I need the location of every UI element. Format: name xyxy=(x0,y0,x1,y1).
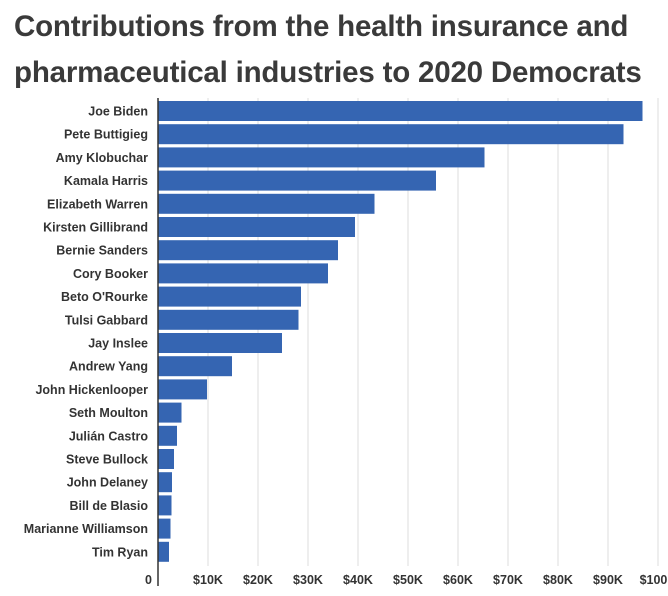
category-label: Amy Klobuchar xyxy=(56,151,149,165)
bar-john-delaney xyxy=(158,472,172,493)
category-label: Jay Inslee xyxy=(88,337,148,351)
category-label: Tim Ryan xyxy=(92,545,148,559)
category-label: Marianne Williamson xyxy=(24,522,148,536)
category-label: Tulsi Gabbard xyxy=(65,313,148,327)
category-label: Joe Biden xyxy=(88,105,148,119)
bar-bernie-sanders xyxy=(158,240,338,261)
category-label: Bill de Blasio xyxy=(70,499,149,513)
bar-tim-ryan xyxy=(158,541,169,562)
category-label: Steve Bullock xyxy=(66,453,148,467)
bar-seth-moulton xyxy=(158,402,182,423)
category-label: Cory Booker xyxy=(73,267,148,281)
x-tick-label: $100K xyxy=(640,573,668,587)
category-label: Andrew Yang xyxy=(69,360,148,374)
x-tick-label: $40K xyxy=(343,573,373,587)
x-tick-label: $60K xyxy=(443,573,473,587)
x-tick-label: $70K xyxy=(493,573,523,587)
category-label: Julián Castro xyxy=(69,429,149,443)
category-label: John Delaney xyxy=(67,476,148,490)
bar-julian-castro xyxy=(158,425,177,446)
bar-kamala-harris xyxy=(158,170,436,191)
category-label: Elizabeth Warren xyxy=(47,197,148,211)
chart-title: Contributions from the health insurance … xyxy=(14,10,642,89)
bar-beto-o-rourke xyxy=(158,286,301,307)
grid-lines xyxy=(207,98,659,566)
bar-steve-bullock xyxy=(158,449,174,469)
bar-elizabeth-warren xyxy=(158,193,375,214)
x-tick-label: $50K xyxy=(393,573,423,587)
category-label: Beto O'Rourke xyxy=(61,290,148,304)
bar-jay-inslee xyxy=(158,333,282,353)
category-labels: Joe Biden Pete Buttigieg Amy Klobuchar Kama… xyxy=(24,105,149,560)
bar-tulsi-gabbard xyxy=(158,309,299,330)
x-tick-label: $80K xyxy=(543,573,573,587)
category-label: John Hickenlooper xyxy=(35,383,148,397)
bars xyxy=(158,101,643,562)
bar-andrew-yang xyxy=(158,356,232,377)
category-label: Kirsten Gillibrand xyxy=(43,221,148,235)
bar-marianne-williamson xyxy=(158,518,171,539)
x-tick-label: $10K xyxy=(193,573,223,587)
category-label: Bernie Sanders xyxy=(56,244,148,258)
bar-john-hickenlooper xyxy=(158,379,207,400)
x-tick-label: 0 xyxy=(145,573,152,587)
bar-kirsten-gillibrand xyxy=(158,217,355,237)
x-tick-label: $20K xyxy=(243,573,273,587)
bar-joe-biden xyxy=(158,101,643,121)
bar-amy-klobuchar xyxy=(158,147,485,168)
category-label: Pete Buttigieg xyxy=(64,128,148,142)
category-label: Kamala Harris xyxy=(64,174,148,188)
bar-bill-de-blasio xyxy=(158,495,172,516)
x-tick-labels: 0 $10K $20K $30K $40K $50K $60K $70K $80K $90K $10… xyxy=(145,573,668,587)
bar-pete-buttigieg xyxy=(158,124,624,145)
category-label: Seth Moulton xyxy=(69,406,148,420)
x-tick-label: $30K xyxy=(293,573,323,587)
x-tick-label: $90K xyxy=(593,573,623,587)
bar-cory-booker xyxy=(158,263,328,284)
